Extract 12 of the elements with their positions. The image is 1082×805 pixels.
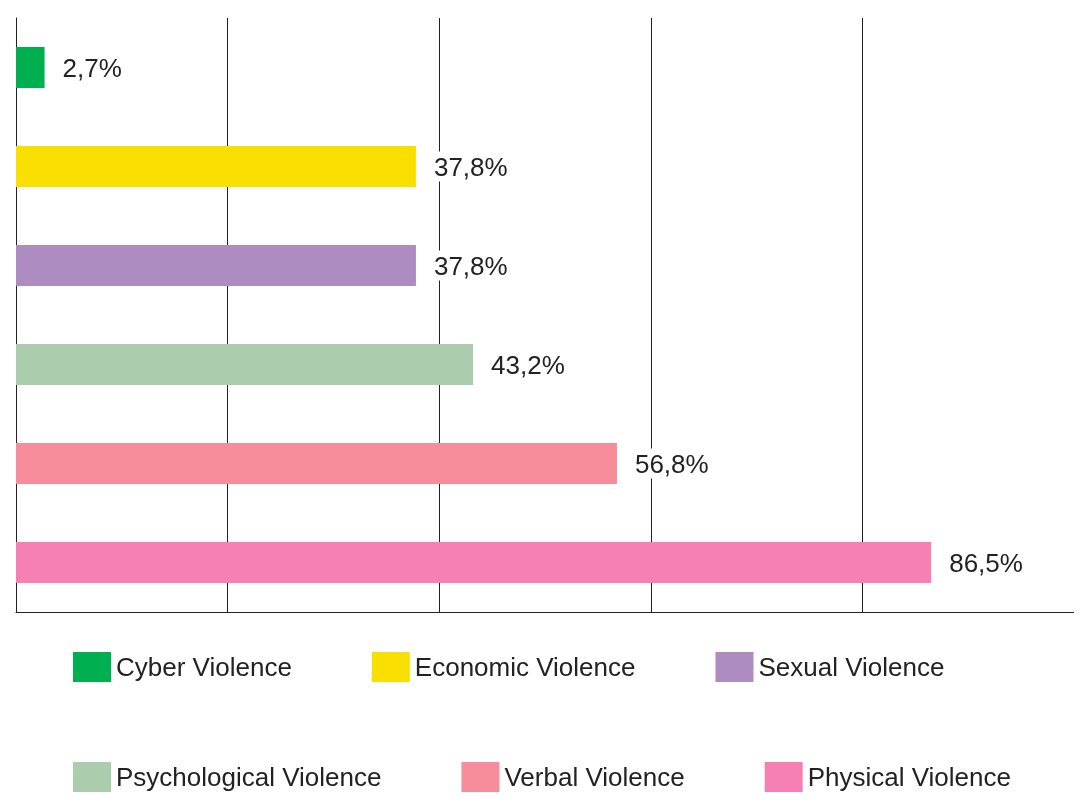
- legend-label: Sexual Violence: [758, 652, 945, 682]
- data-label: 86,5%: [949, 547, 1023, 578]
- data-label: 56,8%: [634, 448, 709, 479]
- data-label: 43,2%: [491, 349, 565, 380]
- legend-label: Physical Violence: [807, 762, 1011, 792]
- legend-label: Economic Violence: [414, 652, 636, 682]
- data-label: 2,7%: [62, 52, 122, 83]
- data-label: 37,8%: [433, 151, 508, 182]
- data-label: 37,8%: [433, 250, 508, 281]
- legend-label: Verbal Violence: [504, 762, 685, 792]
- legend-label: Cyber Violence: [116, 652, 292, 682]
- legend-label: Psychological Violence: [116, 762, 382, 792]
